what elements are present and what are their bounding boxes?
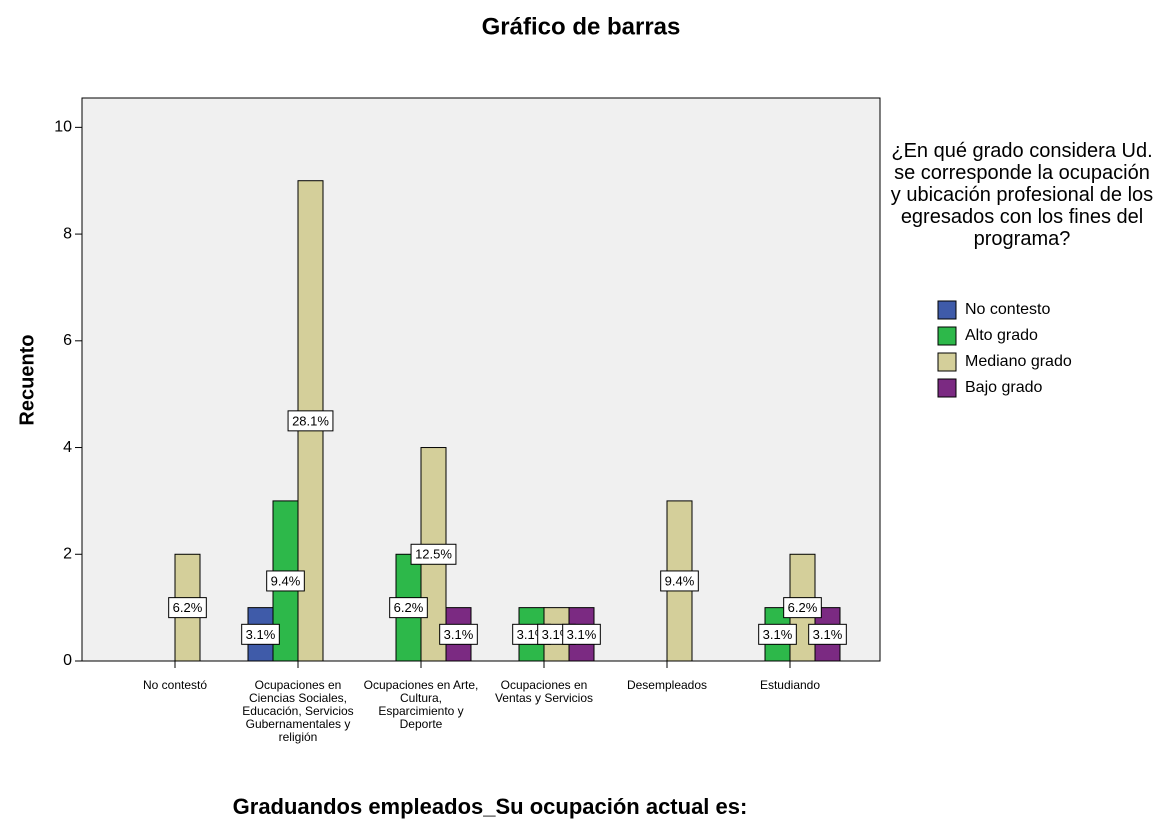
data-label: 6.2% xyxy=(788,600,818,615)
legend-label: Mediano grado xyxy=(965,353,1072,370)
x-tick-label: Ocupaciones en Ciencias Sociales, Educac… xyxy=(242,678,354,744)
data-label: 3.1% xyxy=(567,627,597,642)
data-label: 3.1% xyxy=(246,627,276,642)
data-label: 3.1% xyxy=(444,627,474,642)
data-label-box xyxy=(439,623,478,645)
data-label-box xyxy=(758,623,797,645)
data-label: 12.5% xyxy=(415,547,452,562)
plot-area xyxy=(81,97,881,662)
y-tick-label: 4 xyxy=(63,439,72,456)
data-label: 6.2% xyxy=(173,600,203,615)
y-tick-label: 0 xyxy=(63,652,72,669)
data-label-box xyxy=(266,570,305,592)
data-label-box xyxy=(241,623,280,645)
y-tick-label: 8 xyxy=(63,225,72,242)
data-label: 9.4% xyxy=(271,573,301,588)
data-label: 28.1% xyxy=(292,413,329,428)
data-label-box xyxy=(562,623,601,645)
y-axis-title: Recuento xyxy=(16,334,38,425)
x-tick-label: Estudiando xyxy=(759,678,821,692)
legend-swatch xyxy=(937,352,957,372)
y-tick-label: 6 xyxy=(63,332,72,349)
data-label-box xyxy=(808,623,847,645)
x-axis-title: Graduandos empleados_Su ocupación actual… xyxy=(232,794,748,819)
x-tick-label: Ocupaciones en Arte, Cultura, Esparcimie… xyxy=(363,678,479,731)
legend-title: ¿En qué grado considera Ud. se correspon… xyxy=(890,140,1154,250)
x-tick-label: Desempleados xyxy=(626,678,708,692)
legend-label: No contesto xyxy=(965,301,1050,318)
legend-label: Alto grado xyxy=(965,327,1038,344)
legend-swatch xyxy=(937,378,957,398)
data-label-box xyxy=(389,597,428,619)
y-tick-label: 10 xyxy=(54,119,72,136)
data-label-box xyxy=(287,410,334,432)
legend-swatch xyxy=(937,300,957,320)
x-tick-label: Ocupaciones en Ventas y Servicios xyxy=(494,678,594,705)
x-tick-label: No contestó xyxy=(142,678,208,692)
data-label: 9.4% xyxy=(665,573,695,588)
data-label-box xyxy=(783,597,822,619)
legend-label: Bajo grado xyxy=(965,379,1042,396)
data-label: 3.1% xyxy=(763,627,793,642)
data-label-box xyxy=(410,543,457,565)
legend-swatch xyxy=(937,326,957,346)
y-tick-label: 2 xyxy=(63,545,72,562)
data-label-box xyxy=(168,597,207,619)
data-label-box xyxy=(660,570,699,592)
data-label: 6.2% xyxy=(394,600,424,615)
data-label: 3.1% xyxy=(813,627,843,642)
chart-title: Gráfico de barras xyxy=(482,13,681,40)
